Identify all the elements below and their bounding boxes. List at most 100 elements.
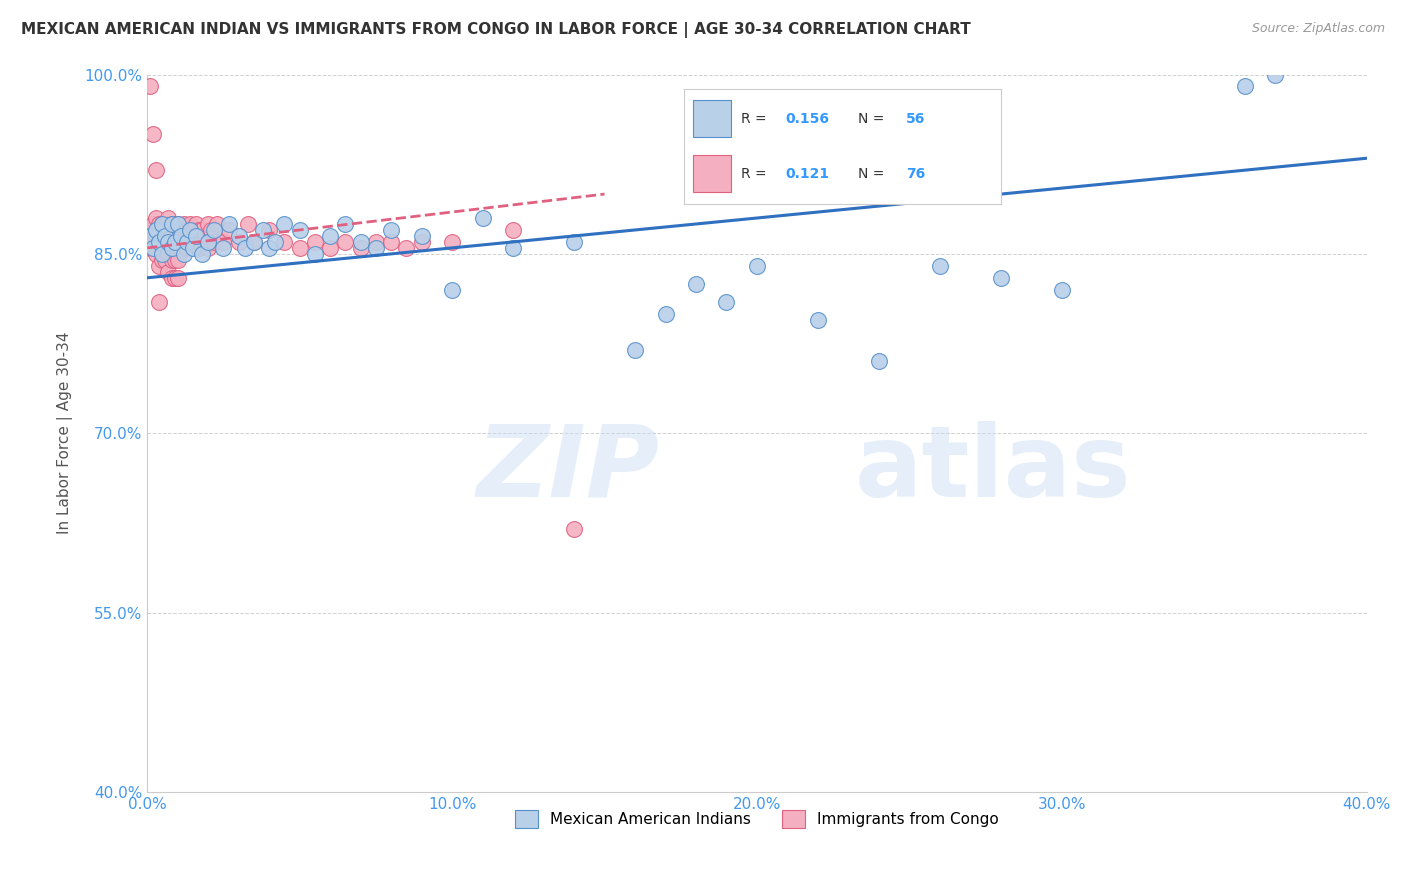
- Point: [179, 223, 201, 237]
- Point: [304, 247, 326, 261]
- Point: [197, 241, 219, 255]
- Text: atlas: atlas: [855, 421, 1132, 517]
- Point: [148, 235, 170, 249]
- Point: [273, 235, 295, 249]
- Point: [163, 217, 186, 231]
- Point: [1233, 79, 1256, 94]
- Point: [170, 223, 193, 237]
- Point: [228, 229, 250, 244]
- Text: MEXICAN AMERICAN INDIAN VS IMMIGRANTS FROM CONGO IN LABOR FORCE | AGE 30-34 CORR: MEXICAN AMERICAN INDIAN VS IMMIGRANTS FR…: [21, 22, 970, 38]
- Point: [142, 217, 165, 231]
- Point: [166, 235, 188, 249]
- Point: [207, 217, 229, 231]
- Point: [163, 270, 186, 285]
- Point: [197, 217, 219, 231]
- Point: [685, 277, 707, 291]
- Point: [868, 354, 890, 368]
- Point: [562, 522, 585, 536]
- Point: [157, 235, 180, 249]
- Point: [176, 235, 198, 249]
- Point: [176, 241, 198, 255]
- Point: [197, 235, 219, 249]
- Point: [990, 270, 1012, 285]
- Point: [179, 235, 201, 249]
- Point: [562, 235, 585, 249]
- Point: [157, 211, 180, 225]
- Point: [142, 128, 165, 142]
- Point: [243, 235, 266, 249]
- Point: [152, 252, 174, 267]
- Point: [160, 252, 183, 267]
- Point: [1264, 68, 1286, 82]
- Point: [173, 217, 195, 231]
- Point: [148, 294, 170, 309]
- Point: [184, 217, 207, 231]
- Point: [145, 163, 167, 178]
- Point: [1050, 283, 1073, 297]
- Point: [233, 241, 256, 255]
- Point: [319, 241, 342, 255]
- Point: [218, 217, 240, 231]
- Point: [142, 241, 165, 255]
- Point: [252, 223, 274, 237]
- Point: [502, 223, 524, 237]
- Point: [148, 235, 170, 249]
- Point: [139, 79, 162, 94]
- Point: [148, 217, 170, 231]
- Point: [624, 343, 647, 357]
- Point: [218, 223, 240, 237]
- Y-axis label: In Labor Force | Age 30-34: In Labor Force | Age 30-34: [58, 332, 73, 534]
- Point: [349, 235, 371, 249]
- Point: [173, 247, 195, 261]
- Point: [155, 235, 177, 249]
- Point: [188, 223, 211, 237]
- Point: [184, 229, 207, 244]
- Point: [194, 235, 217, 249]
- Text: ZIP: ZIP: [477, 421, 659, 517]
- Point: [411, 229, 433, 244]
- Point: [502, 241, 524, 255]
- Point: [380, 223, 402, 237]
- Point: [395, 241, 418, 255]
- Point: [179, 217, 201, 231]
- Point: [380, 235, 402, 249]
- Point: [148, 259, 170, 273]
- Point: [200, 223, 222, 237]
- Point: [163, 235, 186, 249]
- Point: [152, 217, 174, 231]
- Point: [145, 223, 167, 237]
- Point: [745, 259, 768, 273]
- Point: [191, 223, 214, 237]
- Point: [152, 217, 174, 231]
- Point: [157, 265, 180, 279]
- Point: [160, 217, 183, 231]
- Point: [181, 223, 204, 237]
- Point: [212, 235, 235, 249]
- Point: [257, 241, 280, 255]
- Point: [243, 235, 266, 249]
- Point: [202, 235, 225, 249]
- Point: [155, 252, 177, 267]
- Point: [202, 223, 225, 237]
- Point: [471, 211, 494, 225]
- Point: [139, 223, 162, 237]
- Point: [155, 229, 177, 244]
- Point: [236, 217, 259, 231]
- Point: [288, 241, 311, 255]
- Point: [160, 270, 183, 285]
- Point: [173, 235, 195, 249]
- Point: [157, 247, 180, 261]
- Point: [166, 217, 188, 231]
- Point: [139, 241, 162, 255]
- Legend: Mexican American Indians, Immigrants from Congo: Mexican American Indians, Immigrants fro…: [509, 804, 1005, 835]
- Point: [166, 270, 188, 285]
- Point: [257, 223, 280, 237]
- Point: [166, 252, 188, 267]
- Point: [157, 229, 180, 244]
- Point: [170, 241, 193, 255]
- Point: [181, 241, 204, 255]
- Point: [364, 235, 387, 249]
- Point: [155, 217, 177, 231]
- Point: [139, 229, 162, 244]
- Point: [170, 229, 193, 244]
